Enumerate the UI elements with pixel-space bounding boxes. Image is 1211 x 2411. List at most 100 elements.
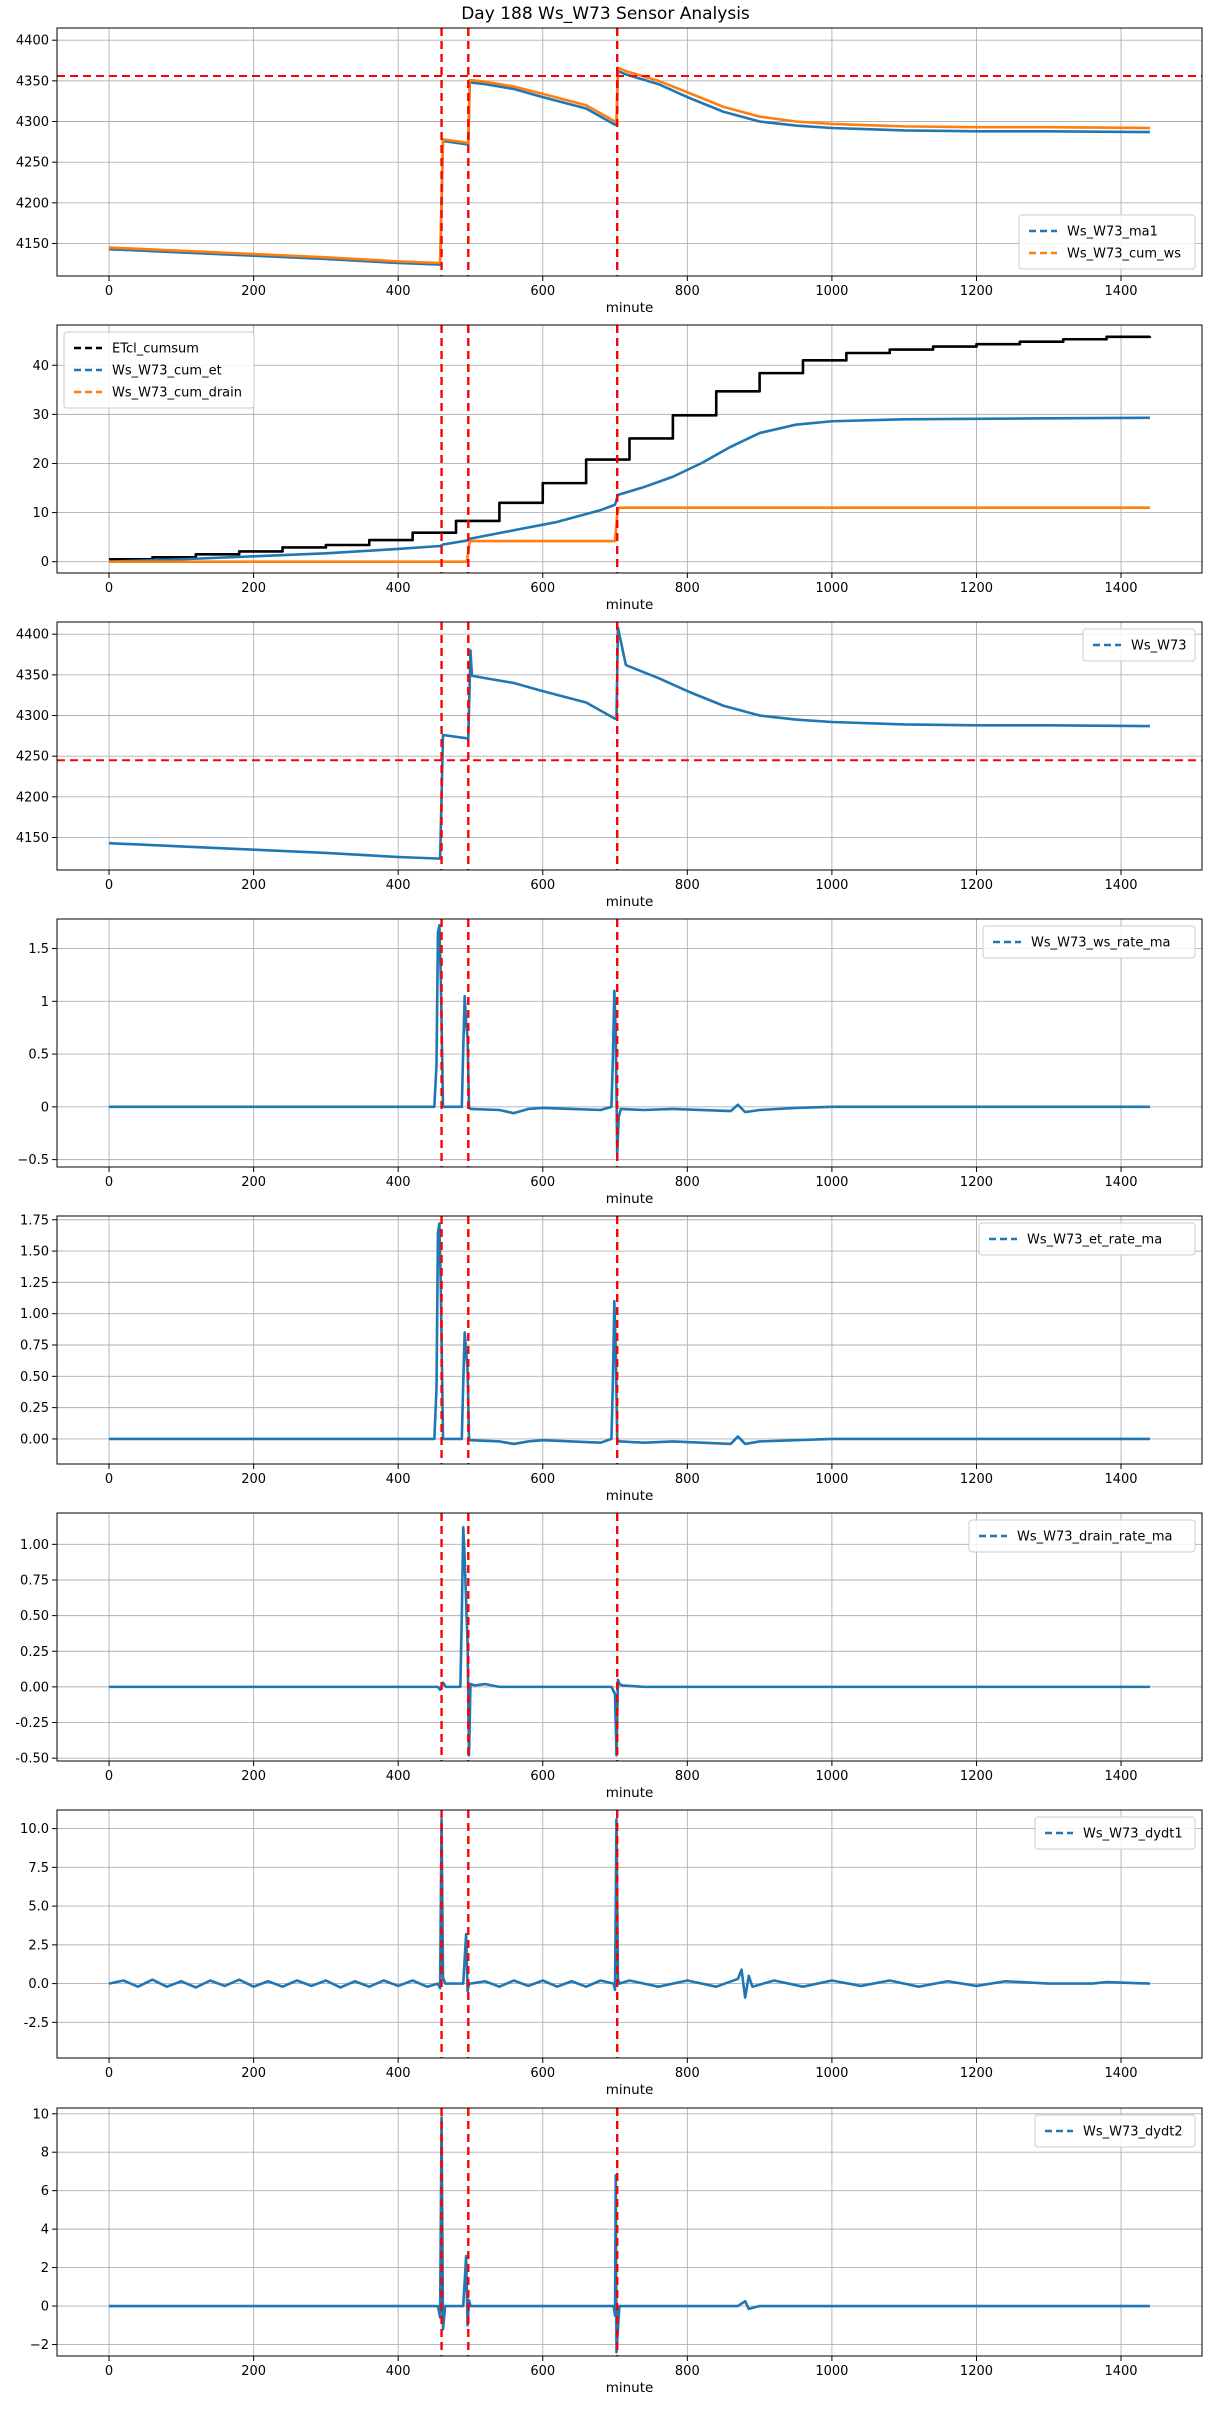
legend-label: Ws_W73_ws_rate_ma	[1031, 936, 1170, 951]
y-tick-label: 4250	[16, 750, 49, 765]
x-tick-label: 200	[241, 878, 266, 893]
x-tick-label: 600	[530, 2364, 555, 2379]
plot-area	[109, 1513, 1150, 1761]
x-tick-label: 1000	[815, 581, 848, 596]
y-tick-label: 1.50	[20, 1245, 49, 1260]
legend: ETcl_cumsum Ws_W73_cum_et Ws_W73_cum_drain	[63, 331, 255, 409]
y-tick-label: 4350	[16, 74, 49, 89]
x-tick-label: 1200	[960, 284, 993, 299]
y-tick-label: 2.5	[28, 1938, 49, 1953]
x-tick-label: 200	[241, 1472, 266, 1487]
x-tick-label: 0	[105, 284, 113, 299]
x-tick-label: 200	[241, 1769, 266, 1784]
panel-5: 0 200 400 600 800 1000 1200 1400 0.00 0.25 0.50 0.7…	[20, 1213, 1203, 1504]
y-tick-label: 4250	[16, 156, 49, 171]
legend-box	[1082, 628, 1196, 662]
y-tick-label: 1.00	[20, 1307, 49, 1322]
series-line-ws-w73-ma1	[108, 69, 1150, 266]
x-tick-label: 400	[386, 284, 411, 299]
y-tick-label: −2	[30, 2338, 49, 2353]
x-tick-label: 1400	[1104, 1769, 1137, 1784]
x-tick-label: 600	[530, 1175, 555, 1190]
x-tick-label: 1400	[1104, 2066, 1137, 2081]
x-tick-label: 1000	[815, 878, 848, 893]
legend-box	[1018, 214, 1196, 270]
x-tick-label: 600	[530, 284, 555, 299]
y-tick-label: 4200	[16, 196, 49, 211]
x-tick-label: 1000	[815, 1175, 848, 1190]
y-tick-label: 1	[41, 995, 49, 1010]
legend-label: ETcl_cumsum	[112, 342, 199, 357]
x-tick-label: 0	[105, 2364, 113, 2379]
x-tick-label: 400	[386, 878, 411, 893]
x-tick-label: 800	[675, 2066, 700, 2081]
y-tick-label: 1.5	[28, 942, 49, 957]
plot-area	[109, 325, 1152, 573]
y-tick-label: 4	[41, 2223, 49, 2238]
y-tick-label: 0	[41, 555, 49, 570]
series-line-ws-w73-dydt2	[109, 2116, 1150, 2354]
legend-label: Ws_W73_cum_drain	[112, 386, 242, 401]
panel-1: 0 200 400 600 800 1000 1200 1400 4150 4200 4250 430…	[16, 27, 1203, 316]
x-tick-label: 1000	[815, 1472, 848, 1487]
x-tick-label: 800	[675, 878, 700, 893]
x-tick-label: 400	[386, 1769, 411, 1784]
plot-area	[108, 1810, 1150, 2058]
panel-8: 0 200 400 600 800 1000 1200 1400 −2 0 2 4 6 8 10 minute…	[30, 2107, 1203, 2396]
legend: Ws_W73_ws_rate_ma	[982, 925, 1196, 959]
x-axis-label: minute	[606, 2082, 654, 2098]
x-tick-label: 800	[675, 1769, 700, 1784]
plot-area	[109, 919, 1150, 1167]
legend: Ws_W73_ma1 Ws_W73_cum_ws	[1018, 214, 1196, 270]
x-tick-label: 600	[530, 581, 555, 596]
x-tick-label: 1400	[1104, 1472, 1137, 1487]
x-axis-label: minute	[606, 597, 654, 613]
x-tick-label: 200	[241, 581, 266, 596]
y-tick-label: 4200	[16, 790, 49, 805]
y-tick-label: 10	[32, 506, 49, 521]
x-tick-label: 800	[675, 2364, 700, 2379]
x-tick-label: 0	[105, 1472, 113, 1487]
axes-frame	[56, 621, 1203, 871]
y-tick-label: 0.5	[28, 1048, 49, 1063]
x-tick-label: 0	[105, 878, 113, 893]
y-tick-label: 0.25	[20, 1645, 49, 1660]
legend-label: Ws_W73_drain_rate_ma	[1017, 1530, 1172, 1545]
y-tick-label: 7.5	[28, 1861, 49, 1876]
x-tick-label: 800	[675, 1472, 700, 1487]
x-tick-label: 0	[105, 1769, 113, 1784]
y-tick-label: 0.00	[20, 1432, 49, 1447]
panel-6: 0 200 400 600 800 1000 1200 1400 -0.50 -0.25 0.00 0…	[15, 1512, 1203, 1801]
series-line-ws-w73-ws-rate-ma	[109, 924, 1150, 1156]
x-axis-label: minute	[606, 894, 654, 910]
y-tick-label: 0.50	[20, 1370, 49, 1385]
y-tick-label: 30	[32, 408, 49, 423]
y-tick-label: 1.25	[20, 1276, 49, 1291]
x-tick-label: 0	[105, 1175, 113, 1190]
y-tick-label: 4350	[16, 668, 49, 683]
x-tick-label: 1000	[815, 2364, 848, 2379]
legend-label: Ws_W73_et_rate_ma	[1027, 1233, 1162, 1248]
plot-area	[57, 622, 1202, 870]
axes-frame	[56, 1512, 1203, 1762]
x-tick-label: 400	[386, 581, 411, 596]
x-tick-label: 600	[530, 878, 555, 893]
y-tick-label: 1.75	[20, 1213, 49, 1228]
y-tick-label: -2.5	[24, 2016, 49, 2031]
panel-4: 0 200 400 600 800 1000 1200 1400 −0.5 0 0.5 1 1.5 min…	[17, 918, 1203, 1207]
y-tick-label: 0.75	[20, 1339, 49, 1354]
x-tick-label: 600	[530, 1472, 555, 1487]
series-line-ws-w73-drain-rate-ma	[109, 1525, 1150, 1757]
series-line-ws-w73-cum-drain	[109, 506, 1150, 564]
plot-area	[109, 2108, 1150, 2356]
series-line-ws-w73	[108, 626, 1150, 860]
x-axis-label: minute	[606, 1191, 654, 1207]
axes-frame	[56, 918, 1203, 1168]
y-tick-label: 40	[32, 359, 49, 374]
y-tick-label: 4400	[16, 34, 49, 49]
y-tick-label: 4300	[16, 115, 49, 130]
x-tick-label: 600	[530, 1769, 555, 1784]
panel-2: 0 200 400 600 800 1000 1200 1400 0 10 20 30 40 minute…	[32, 324, 1203, 613]
x-tick-label: 400	[386, 1175, 411, 1190]
